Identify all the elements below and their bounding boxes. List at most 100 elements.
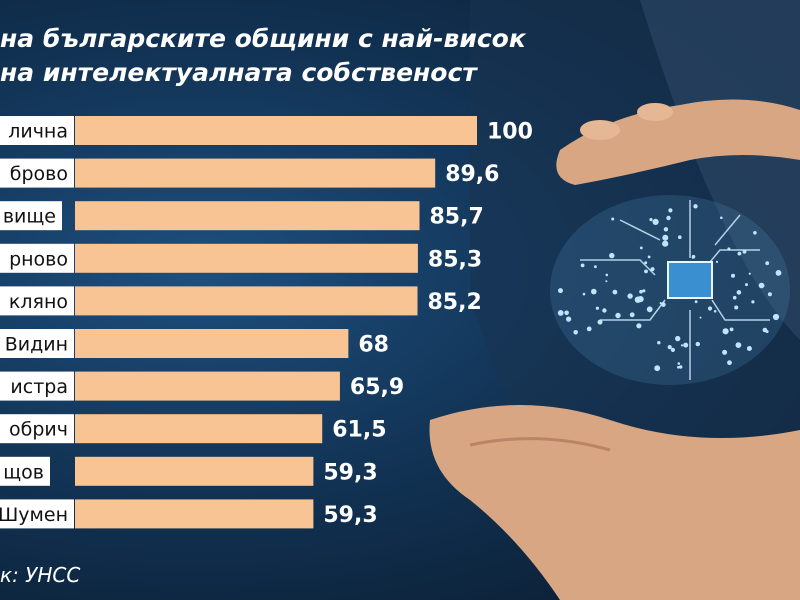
circuit-dot — [751, 300, 755, 304]
category-label-box — [0, 329, 74, 358]
circuit-dot — [746, 346, 752, 351]
circuit-dot — [667, 345, 672, 350]
circuit-dot — [693, 204, 698, 209]
category-label: лична — [8, 121, 68, 143]
circuit-dot — [765, 261, 770, 266]
circuit-dot — [557, 310, 564, 316]
circuit-dot — [675, 335, 681, 342]
circuit-dot — [657, 341, 661, 345]
circuit-dot — [611, 217, 615, 221]
circuit-dot — [586, 326, 592, 332]
circuit-dot — [736, 290, 742, 295]
circuit-dot — [720, 216, 723, 220]
circuit-dot — [772, 313, 780, 321]
category-label-box — [0, 243, 74, 273]
circuit-dot — [602, 308, 607, 313]
category-label: кляно — [9, 291, 68, 313]
bar — [75, 329, 349, 358]
circuit-dot — [639, 246, 643, 250]
value-label: 85,7 — [430, 205, 484, 230]
category-label: Видин — [5, 334, 68, 356]
category-label: истра — [10, 376, 68, 398]
circuit-dot — [650, 267, 655, 272]
bar — [75, 456, 314, 486]
circuit-dot — [558, 288, 563, 294]
circuit-dot — [735, 342, 742, 348]
circuit-dot — [659, 302, 662, 305]
bar-chart: лична 100 брово 89,6 вище 85,7 рново 85,3 кляно 8… — [0, 116, 533, 529]
circuit-dot — [594, 265, 597, 269]
circuit-dot — [679, 365, 683, 369]
circuit-dot — [715, 260, 719, 263]
circuit-dot — [654, 365, 661, 372]
bar — [75, 499, 314, 529]
brain-circuit-icon — [550, 195, 790, 385]
circuit-dot — [666, 215, 671, 221]
category-label-box — [0, 116, 74, 145]
circuit-dot — [627, 293, 633, 299]
circuit-dot — [649, 218, 653, 222]
circuit-dot — [612, 289, 618, 295]
circuit-dot — [753, 231, 757, 235]
value-label: 59,3 — [323, 503, 377, 528]
circuit-dot — [775, 270, 782, 276]
value-label: 85,3 — [428, 247, 482, 272]
source-note: к: УНСС — [0, 563, 81, 587]
value-label: 100 — [487, 120, 533, 145]
circuit-dot — [765, 330, 769, 334]
value-label: 59,3 — [323, 460, 377, 485]
bar — [75, 116, 477, 145]
circuit-dot — [636, 323, 642, 329]
circuit-dot — [713, 310, 717, 313]
hand-bottom-icon — [429, 405, 800, 600]
circuit-dot — [694, 300, 698, 304]
circuit-dot — [691, 254, 696, 259]
category-label: брово — [10, 163, 68, 185]
circuit-dot — [647, 255, 651, 259]
category-label: рново — [9, 248, 68, 270]
bar — [75, 158, 436, 188]
circuit-dot — [734, 305, 739, 310]
category-label-box — [0, 456, 50, 486]
value-label: 61,5 — [332, 418, 386, 443]
value-label: 89,6 — [445, 162, 499, 187]
circuit-dot — [646, 306, 653, 313]
category-label: Шумен — [0, 504, 68, 526]
circuit-dot — [677, 362, 681, 365]
circuit-dot — [742, 249, 747, 254]
circuit-dot — [605, 280, 608, 283]
circuit-dot — [591, 288, 597, 295]
circuit-dot — [748, 272, 751, 275]
category-label-box — [0, 414, 74, 444]
circuit-dot — [670, 347, 676, 352]
circuit-dot — [644, 269, 648, 274]
circuit-dot — [644, 261, 648, 265]
circuit-dot — [637, 296, 644, 303]
circuit-dot — [642, 289, 646, 293]
chart-title: на българските общини с най-висок на инт… — [0, 22, 526, 90]
circuit-dot — [722, 328, 729, 335]
bar — [75, 371, 340, 401]
circuit-dot — [662, 234, 669, 241]
chart-title-line: на българските общини с най-висок — [0, 24, 526, 53]
circuit-dot — [707, 306, 713, 311]
value-label: 65,9 — [350, 375, 404, 400]
circuit-dot — [662, 240, 669, 247]
category-label-box — [0, 371, 74, 401]
circuit-dot — [695, 341, 700, 347]
category-label-box — [0, 499, 74, 529]
circuit-dot — [668, 208, 673, 213]
bar — [75, 286, 418, 316]
circuit-dot — [732, 295, 737, 300]
circuit-dot — [582, 292, 586, 296]
value-label: 68 — [358, 333, 389, 358]
value-label: 85,2 — [428, 290, 482, 315]
circuit-dot — [639, 289, 643, 294]
category-label-box — [0, 286, 74, 316]
circuit-dot — [727, 360, 732, 366]
circuit-dot — [566, 316, 572, 322]
circuit-dot — [597, 319, 603, 325]
circuit-dot — [652, 218, 659, 225]
circuit-dot — [737, 251, 742, 256]
